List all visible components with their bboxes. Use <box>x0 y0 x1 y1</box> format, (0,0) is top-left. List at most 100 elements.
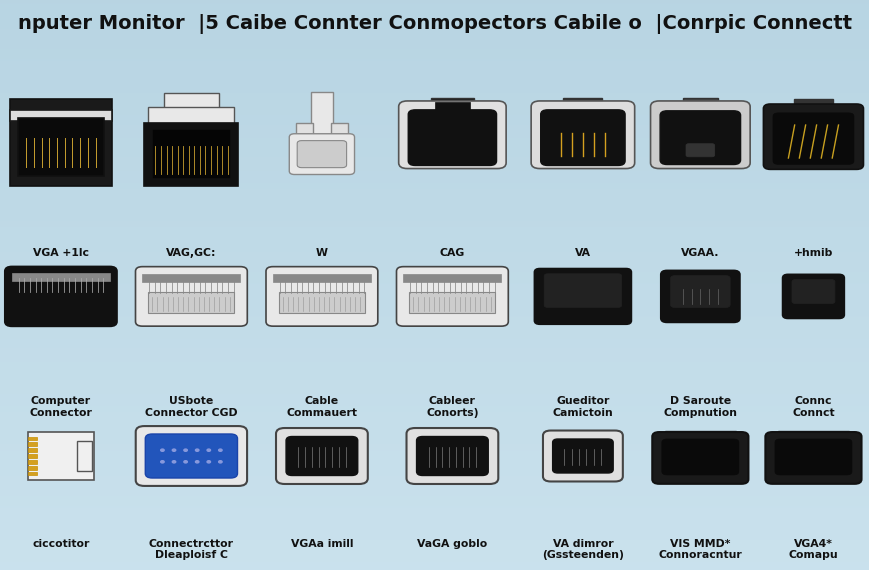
FancyBboxPatch shape <box>297 141 346 168</box>
FancyBboxPatch shape <box>534 269 631 324</box>
Bar <box>28 437 37 441</box>
Circle shape <box>183 449 187 451</box>
Bar <box>28 442 37 446</box>
Bar <box>28 471 37 475</box>
Bar <box>563 98 602 109</box>
FancyBboxPatch shape <box>765 432 860 484</box>
Text: VA: VA <box>574 248 590 258</box>
FancyBboxPatch shape <box>763 104 862 169</box>
Circle shape <box>172 461 176 463</box>
Text: Gueditor
Camictoin: Gueditor Camictoin <box>552 396 613 418</box>
Circle shape <box>161 461 164 463</box>
FancyBboxPatch shape <box>544 274 620 307</box>
FancyBboxPatch shape <box>136 267 247 326</box>
FancyBboxPatch shape <box>650 101 749 169</box>
FancyBboxPatch shape <box>145 434 237 478</box>
Text: Connc
Connct: Connc Connct <box>792 396 833 418</box>
Text: +hmib: +hmib <box>793 248 833 258</box>
Bar <box>28 466 37 470</box>
FancyBboxPatch shape <box>552 439 613 473</box>
Bar <box>148 292 234 313</box>
Text: ciccotitor: ciccotitor <box>32 539 90 549</box>
Bar <box>28 448 37 452</box>
FancyBboxPatch shape <box>289 134 355 174</box>
Circle shape <box>207 449 210 451</box>
Circle shape <box>196 449 199 451</box>
FancyBboxPatch shape <box>406 428 498 484</box>
Circle shape <box>218 461 222 463</box>
FancyBboxPatch shape <box>416 437 488 475</box>
Bar <box>430 98 474 109</box>
Bar <box>778 431 847 446</box>
Text: D Saroute
Compnution: D Saroute Compnution <box>662 396 737 418</box>
FancyBboxPatch shape <box>136 426 247 486</box>
FancyBboxPatch shape <box>660 111 740 165</box>
FancyBboxPatch shape <box>774 439 851 475</box>
Bar <box>144 123 238 186</box>
Bar <box>12 273 109 281</box>
Text: Cableer
Conorts): Cableer Conorts) <box>426 396 478 418</box>
FancyBboxPatch shape <box>398 101 506 169</box>
FancyBboxPatch shape <box>275 428 368 484</box>
Text: Cable
Commauert: Cable Commauert <box>286 396 357 418</box>
Bar <box>143 274 240 282</box>
FancyBboxPatch shape <box>530 101 634 169</box>
FancyBboxPatch shape <box>782 275 843 318</box>
Circle shape <box>207 461 210 463</box>
Bar <box>295 123 313 152</box>
Text: Computer
Connector: Computer Connector <box>30 396 92 418</box>
Bar <box>10 99 111 186</box>
FancyBboxPatch shape <box>661 439 738 475</box>
Text: USbote
Connector CGD: USbote Connector CGD <box>145 396 237 418</box>
Bar <box>434 102 469 115</box>
Circle shape <box>196 461 199 463</box>
FancyBboxPatch shape <box>541 110 624 165</box>
Text: Connectrcttor
Dleaploisf C: Connectrcttor Dleaploisf C <box>149 539 234 560</box>
Bar <box>793 99 833 112</box>
Bar <box>28 460 37 464</box>
Circle shape <box>218 449 222 451</box>
Circle shape <box>172 449 176 451</box>
Bar <box>76 441 92 471</box>
Bar <box>148 107 234 124</box>
Bar <box>278 292 365 313</box>
Text: VIS MMD*
Connoracntur: VIS MMD* Connoracntur <box>658 539 741 560</box>
Text: VaGA goblo: VaGA goblo <box>417 539 487 549</box>
Text: W: W <box>315 248 328 258</box>
Text: VGA +1lc: VGA +1lc <box>33 248 89 258</box>
Bar <box>28 454 37 458</box>
FancyBboxPatch shape <box>5 267 116 326</box>
Bar <box>273 274 370 282</box>
FancyBboxPatch shape <box>773 113 853 164</box>
Text: VGA4*
Comapu: VGA4* Comapu <box>787 539 838 560</box>
Bar <box>682 98 717 109</box>
Text: nputer Monitor  |5 Caibe Connter Conmopectors Cabile o  |Conrpic Connectt: nputer Monitor |5 Caibe Connter Conmopec… <box>18 14 851 34</box>
Bar <box>330 123 348 152</box>
Text: VGAa imill: VGAa imill <box>290 539 353 549</box>
FancyBboxPatch shape <box>408 110 496 165</box>
FancyBboxPatch shape <box>791 280 834 303</box>
Bar <box>18 119 104 177</box>
FancyBboxPatch shape <box>266 267 377 326</box>
FancyBboxPatch shape <box>686 144 714 157</box>
Bar <box>310 92 333 135</box>
FancyBboxPatch shape <box>396 267 507 326</box>
Bar <box>665 431 735 446</box>
FancyBboxPatch shape <box>670 276 729 307</box>
Text: VGAA.: VGAA. <box>680 248 719 258</box>
Text: VAG,GC:: VAG,GC: <box>166 248 216 258</box>
Text: VA dimror
(Gssteenden): VA dimror (Gssteenden) <box>541 539 623 560</box>
Bar <box>409 292 495 313</box>
Bar <box>10 109 111 121</box>
FancyBboxPatch shape <box>660 271 739 322</box>
Bar <box>403 274 501 282</box>
Bar <box>163 93 219 111</box>
Text: CAG: CAG <box>439 248 465 258</box>
Bar <box>152 129 230 180</box>
Bar <box>28 432 94 480</box>
Circle shape <box>161 449 164 451</box>
Circle shape <box>183 461 187 463</box>
FancyBboxPatch shape <box>286 437 357 475</box>
FancyBboxPatch shape <box>542 430 622 482</box>
FancyBboxPatch shape <box>652 432 747 484</box>
